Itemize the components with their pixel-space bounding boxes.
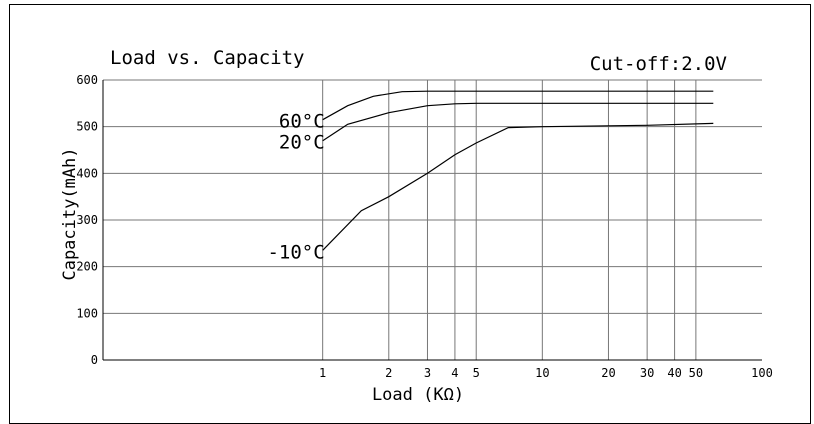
axis-layer [102,80,762,361]
y-tick-label: 400 [76,166,98,180]
x-tick-label: 10 [535,366,549,380]
label-layer: 0 100 200 300 400 500 600 1 2 3 4 5 10 20 30 40 50 100 60°… [76,73,773,380]
chart-frame [9,4,811,424]
series-label-3: -10°C [267,241,324,263]
x-tick-label: 2 [385,366,392,380]
y-tick-label: 100 [76,306,98,320]
x-tick-label: 20 [601,366,615,380]
chart-title: Load vs. Capacity [110,47,304,69]
y-tick-label: 600 [76,73,98,87]
series-label-2: 20°C [279,132,325,154]
x-tick-label: 30 [640,366,654,380]
x-axis-label: Load (KΩ) [372,385,464,403]
x-tick-label: 1 [319,366,326,380]
x-tick-label: 40 [667,366,681,380]
x-tick-label: 5 [473,366,480,380]
series-line-2 [322,102,714,142]
x-tick-label: 100 [751,366,773,380]
curve-layer [322,90,714,251]
load-capacity-chart: 0 100 200 300 400 500 600 1 2 3 4 5 10 20 30 40 50 100 60°… [60,47,773,403]
cutoff-annotation: Cut-off:2.0V [590,53,727,75]
y-tick-label: 200 [76,260,98,274]
y-tick-label: 0 [91,353,98,367]
x-tick-label: 4 [451,366,458,380]
y-tick-label: 300 [76,213,98,227]
x-tick-label: 3 [424,366,431,380]
series-line-3 [322,122,714,251]
y-tick-label: 500 [76,120,98,134]
series-label-1: 60°C [279,111,325,133]
x-tick-label: 50 [689,366,703,380]
y-axis-label: Capacity(mAh) [60,147,80,280]
grid-layer [103,79,762,360]
series-line-1 [322,90,714,121]
